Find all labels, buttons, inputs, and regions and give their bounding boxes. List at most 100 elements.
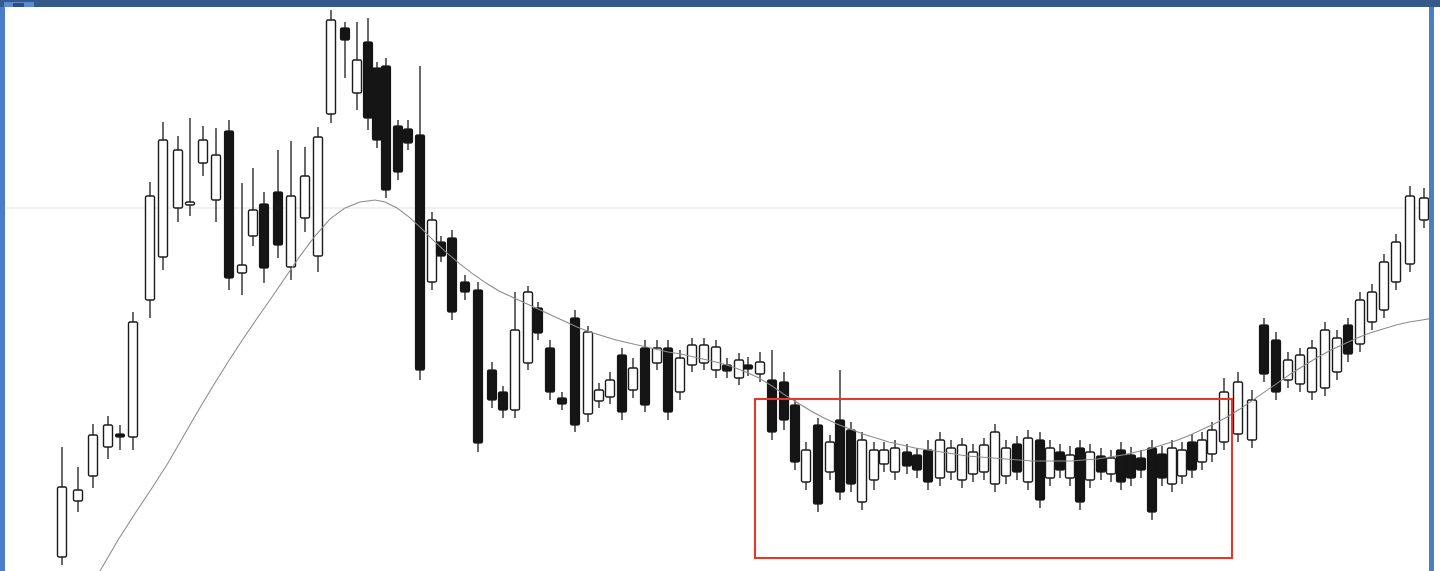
candle-body-bullish [127, 321, 139, 438]
candlestick [1156, 446, 1168, 486]
candle-body-bullish [1064, 454, 1076, 479]
candle-body-bearish [114, 433, 126, 438]
candlestick [754, 352, 766, 382]
candle-body-bearish [402, 128, 414, 144]
moving-average-layer [99, 199, 1429, 571]
candle-body-bullish [1176, 449, 1188, 477]
candle-body-bullish [325, 19, 337, 115]
candlestick [1218, 378, 1230, 450]
candlestick [1282, 352, 1294, 388]
candle-body-bearish [1342, 324, 1354, 355]
consolidation-base-zone[interactable] [753, 397, 1234, 560]
candlestick [800, 442, 812, 490]
candlestick [114, 425, 126, 450]
candle-body-bullish [144, 195, 156, 301]
candlestick [325, 10, 337, 123]
candlestick [362, 18, 374, 130]
candlestick [789, 398, 801, 470]
candle-body-bearish [911, 454, 923, 471]
candle-body-bullish [312, 136, 324, 257]
candlestick [901, 444, 913, 474]
candlestick [435, 236, 447, 262]
candlestick [339, 22, 351, 78]
candle-body-bullish [674, 357, 686, 393]
candlestick [56, 447, 68, 565]
candle-body-bullish [1404, 195, 1416, 265]
candle-body-bearish [639, 347, 651, 406]
candlestick [371, 62, 383, 148]
candlestick [1294, 348, 1306, 392]
candlestick [945, 440, 957, 480]
candlestick [1166, 440, 1178, 492]
candle-body-bearish [1125, 454, 1137, 479]
candlestick [978, 438, 990, 480]
candle-body-bullish [299, 175, 311, 219]
candlestick [766, 350, 778, 440]
candle-body-bearish [845, 429, 857, 485]
candlestick [1105, 450, 1117, 482]
candle-body-bearish [339, 27, 351, 41]
candlestick [834, 370, 846, 500]
candlestick [1378, 254, 1390, 318]
candle-body-bearish [497, 391, 509, 411]
candle-body-bearish [1011, 443, 1023, 473]
candle-body-bullish [426, 219, 438, 283]
candlestick [285, 141, 297, 280]
candle-body-bullish [945, 447, 957, 473]
candlestick [172, 136, 184, 222]
candle-body-bearish [532, 307, 544, 334]
candle-body-bearish [380, 65, 392, 191]
candlestick [1270, 332, 1282, 400]
candle-body-bullish [856, 439, 868, 503]
candle-body-bullish [878, 449, 890, 465]
candlestick [593, 383, 605, 408]
annotation-layer[interactable] [753, 397, 1234, 560]
candle-body-bullish [710, 346, 722, 371]
candlestick [878, 442, 890, 472]
candlestick [1146, 440, 1158, 520]
window-border-top [0, 0, 1440, 7]
candlestick-chart-svg [5, 10, 1429, 571]
candle-body-bullish [604, 379, 616, 398]
candle-body-bullish [1044, 447, 1056, 479]
candle-body-bullish [1282, 359, 1294, 381]
candlestick-plot-area [5, 7, 1429, 571]
candlestick [210, 128, 222, 222]
candle-body-bullish [956, 444, 968, 481]
candle-body-bullish [210, 154, 222, 201]
candlestick [1319, 322, 1331, 396]
candlestick [556, 392, 568, 410]
candle-body-bearish [1156, 453, 1168, 479]
candle-body-bearish [544, 347, 556, 393]
candle-body-bearish [662, 347, 674, 413]
candlestick [509, 292, 521, 418]
candlestick [845, 422, 857, 492]
candle-body-bullish [1306, 347, 1318, 393]
candle-body-bearish [901, 451, 913, 467]
candle-body-bullish [1390, 241, 1402, 283]
candle-body-bullish [1218, 391, 1230, 443]
candlestick [721, 358, 733, 378]
candle-body-bearish [1186, 441, 1198, 471]
candlestick [497, 386, 509, 418]
candle-body-bullish [754, 361, 766, 375]
candle-body-bullish [157, 139, 169, 258]
candle-body-bullish [1354, 299, 1366, 345]
candle-body-bearish [616, 354, 628, 413]
candlestick [184, 118, 196, 216]
candlestick [1390, 234, 1402, 290]
candlestick [127, 312, 139, 450]
candlestick [1331, 330, 1343, 380]
candlestick [604, 372, 616, 404]
candlestick [662, 340, 674, 420]
candlestick [312, 127, 324, 272]
candlestick [1074, 440, 1086, 510]
candle-body-bullish [686, 344, 698, 366]
candlestick [247, 168, 259, 246]
candle-body-bullish [56, 486, 68, 558]
candle-body-bullish [868, 449, 880, 481]
candlestick [710, 340, 722, 378]
candle-body-bearish [922, 449, 934, 483]
candle-body-bullish [967, 451, 979, 475]
